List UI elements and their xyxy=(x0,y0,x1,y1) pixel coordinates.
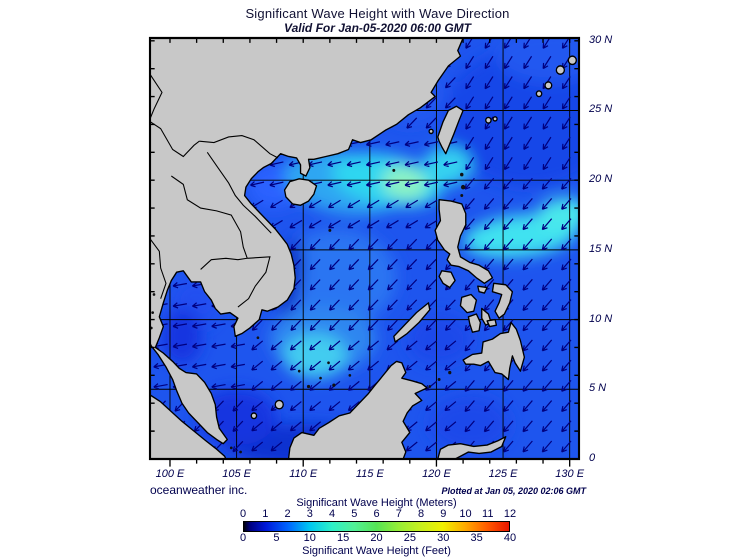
wave-height-blob xyxy=(407,314,472,365)
colorbar-tick-value: 40 xyxy=(503,532,517,544)
colorbar-tick-value: 11 xyxy=(482,508,494,520)
land-sumatra xyxy=(150,394,227,459)
country-borders xyxy=(150,73,279,308)
lat-tick-label: 20 N xyxy=(589,173,613,186)
colorbar-tick-value: 4 xyxy=(328,508,336,520)
map-frame xyxy=(148,36,581,461)
lon-tick-label: 115 E xyxy=(355,468,384,480)
wave-height-blob xyxy=(283,333,348,379)
wave-height-blob xyxy=(381,165,427,200)
land-panay xyxy=(459,293,478,314)
lon-tick-label: 130 E xyxy=(555,468,585,480)
colorbar-tick-value: 10 xyxy=(459,508,472,520)
colorbar-tick-value: 0 xyxy=(239,508,247,520)
colorbar-tick-value: 12 xyxy=(503,508,517,520)
land-palawan xyxy=(393,302,431,343)
colorbar-tick-value: 10 xyxy=(303,532,316,544)
colorbar-tick-value: 35 xyxy=(470,532,483,544)
colorbar-tick-value: 1 xyxy=(262,508,269,520)
lat-tick-label: 15 N xyxy=(589,242,613,255)
colorbar-title-feet: Significant Wave Height (Feet) xyxy=(302,545,451,557)
frame-ticks xyxy=(150,38,579,467)
valid-time-subtitle: Valid For Jan-05-2020 06:00 GMT xyxy=(284,21,471,35)
land-negros xyxy=(467,313,482,333)
colorbar-tick-value: 3 xyxy=(306,508,313,520)
colorbar-tick-value: 7 xyxy=(395,508,402,520)
colorbar-tick-value: 9 xyxy=(440,508,447,520)
lon-tick-label: 110 E xyxy=(289,468,318,480)
land-luzon xyxy=(434,199,494,285)
wave-height-blob xyxy=(536,198,579,232)
land-taiwan xyxy=(437,105,464,155)
credit-oceanweather: oceanweather inc. xyxy=(150,483,248,497)
map-canvas xyxy=(148,36,581,467)
land-bohol xyxy=(486,318,498,328)
landmasses xyxy=(150,38,578,459)
lat-tick-label: 0 xyxy=(589,452,596,464)
wave-height-blob xyxy=(443,47,579,188)
land-samar-leyte xyxy=(491,282,514,319)
wave-height-blob xyxy=(276,228,397,327)
map-title: Significant Wave Height with Wave Direct… xyxy=(245,6,510,21)
colorbar-tick-value: 30 xyxy=(437,532,450,544)
small-islands xyxy=(250,55,578,420)
colorbar-tick-value: 8 xyxy=(417,508,425,520)
credit-plotted-at: Plotted at Jan 05, 2020 02:06 GMT xyxy=(441,486,586,496)
lat-tick-label: 25 N xyxy=(589,103,613,116)
colorbar-gradient xyxy=(243,521,510,532)
land-masbate xyxy=(477,285,488,294)
land-hainan xyxy=(283,178,318,206)
colorbar-tick-value: 5 xyxy=(351,508,358,520)
colorbar-tick-value: 6 xyxy=(373,508,380,520)
colorbar-tick-value: 25 xyxy=(403,532,416,544)
colorbar-tick-value: 20 xyxy=(370,532,383,544)
lon-tick-label: 100 E xyxy=(155,468,185,480)
land-mindanao xyxy=(462,321,526,381)
wave-height-blob xyxy=(161,308,202,365)
wave-height-blob xyxy=(496,38,579,83)
colorbar-tick-value: 15 xyxy=(337,532,350,544)
land-sulawesi xyxy=(437,435,507,459)
lon-tick-label: 105 E xyxy=(222,468,251,480)
colorbar-tick-value: 0 xyxy=(239,532,247,544)
lon-tick-label: 125 E xyxy=(488,468,518,480)
colorbar-title-meters: Significant Wave Height (Meters) xyxy=(296,497,457,509)
land-mindoro xyxy=(438,270,456,289)
colorbar-tick-value: 5 xyxy=(273,532,280,544)
land-borneo xyxy=(287,360,428,459)
colorbar-tick-value: 2 xyxy=(284,508,291,520)
lon-tick-label: 120 E xyxy=(422,468,451,480)
lat-tick-label: 5 N xyxy=(589,382,607,395)
lat-tick-label: 10 N xyxy=(589,312,613,325)
lat-tick-label: 30 N xyxy=(589,33,613,46)
land-asia-mainland xyxy=(150,38,464,445)
islet-dots xyxy=(150,168,466,454)
